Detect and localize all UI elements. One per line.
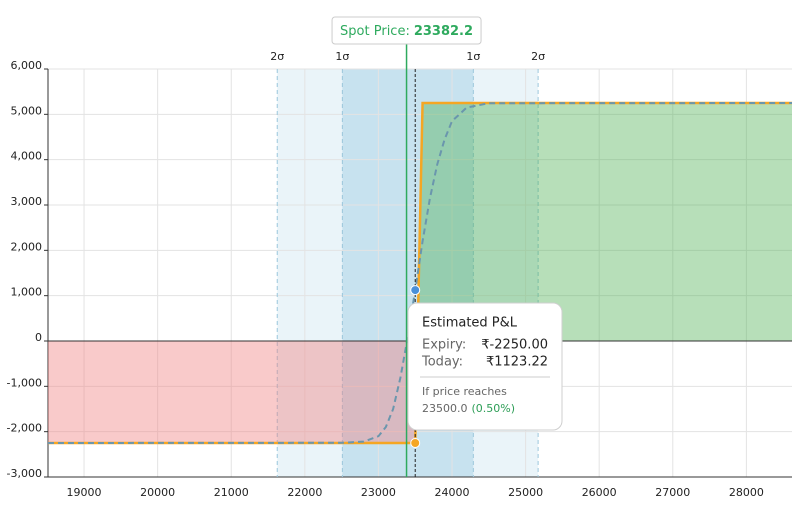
- tooltip-box: [407, 302, 563, 431]
- loss-area: [48, 341, 792, 443]
- hover-today-point: [410, 285, 421, 296]
- tooltip: Estimated P&L Expiry: ₹-2250.00 Today: ₹…: [407, 302, 563, 431]
- y-tick-label: 1,000: [11, 286, 43, 299]
- x-tick-label: 25000: [508, 486, 543, 499]
- x-tick-label: 20000: [140, 486, 175, 499]
- y-tick-label: -2,000: [7, 422, 42, 435]
- tooltip-today-value: ₹1123.22: [486, 355, 548, 370]
- y-tick-label: -3,000: [7, 467, 42, 480]
- x-tick-label: 19000: [67, 486, 102, 499]
- tooltip-price: 23500.0: [422, 402, 468, 415]
- x-tick-label: 22000: [287, 486, 322, 499]
- x-tick-label: 27000: [655, 486, 690, 499]
- y-tick-label: 3,000: [11, 195, 43, 208]
- sigma-label: 1σ: [466, 50, 480, 63]
- tooltip-change: (0.50%): [472, 402, 516, 415]
- tooltip-title: Estimated P&L: [422, 316, 518, 331]
- y-tick-label: 6,000: [11, 59, 43, 72]
- tooltip-prompt: If price reaches: [422, 385, 507, 398]
- spot-label: Spot Price: 23382.2: [340, 24, 473, 39]
- plot-background: -3,000 -2,000 -1,000 0 1,000 2,000 3,000 4,000 5…: [7, 59, 792, 499]
- spot-label-name: Spot Price:: [340, 24, 410, 39]
- x-tick-label: 21000: [214, 486, 249, 499]
- tooltip-today-name: Today:: [421, 355, 463, 370]
- x-tick-label: 24000: [435, 486, 470, 499]
- y-tick-label: 2,000: [11, 240, 43, 253]
- y-tick-label: 0: [35, 331, 42, 344]
- x-tick-label: 26000: [582, 486, 617, 499]
- sigma-label: 2σ: [270, 50, 284, 63]
- y-tick-label: -1,000: [7, 376, 42, 389]
- hover-expiry-point: [410, 438, 421, 448]
- spot-label-value: 23382.2: [414, 24, 473, 39]
- tooltip-price-line: 23500.0 (0.50%): [422, 402, 515, 415]
- tooltip-expiry-name: Expiry:: [422, 338, 466, 353]
- x-tick-label: 23000: [361, 486, 396, 499]
- x-tick-label: 28000: [729, 486, 764, 499]
- y-tick-label: 5,000: [11, 104, 43, 117]
- spot-label-box: [331, 16, 482, 45]
- sigma-label: 1σ: [335, 50, 349, 63]
- sigma-label: 2σ: [531, 50, 545, 63]
- plot-overlay: 2σ 1σ 1σ 2σ Spot Price: 23382.2: [47, 16, 793, 477]
- tooltip-expiry-value: ₹-2250.00: [481, 338, 548, 353]
- y-tick-label: 4,000: [11, 150, 43, 163]
